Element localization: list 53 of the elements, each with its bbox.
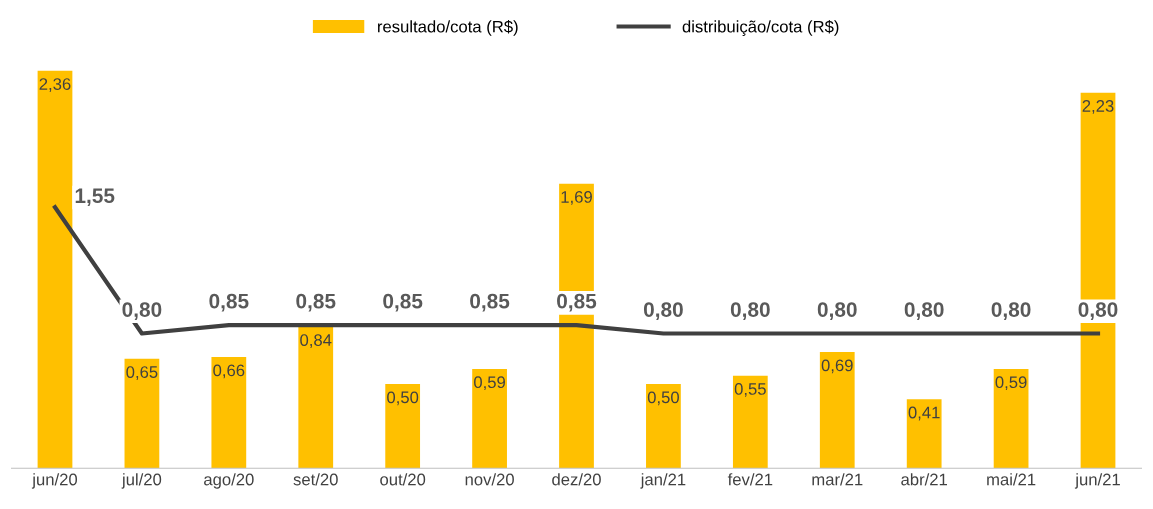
x-tick-label: dez/20 bbox=[552, 473, 601, 486]
x-tick-label: ago/20 bbox=[204, 473, 254, 489]
data-label: 0,50 bbox=[387, 391, 419, 406]
data-label: 0,80 bbox=[991, 302, 1031, 320]
x-tick-label: fev/21 bbox=[727, 473, 773, 486]
x-tick-label: jan/21 bbox=[640, 473, 686, 489]
bar bbox=[646, 384, 681, 469]
data-label: 1,55 bbox=[75, 188, 115, 207]
data-label: 1,69 bbox=[561, 191, 592, 205]
x-tick-label: jun/20 bbox=[31, 473, 78, 489]
data-label: 0,85 bbox=[557, 293, 597, 312]
x-tick-label: jul/20 bbox=[121, 473, 162, 489]
data-label: 0,41 bbox=[908, 406, 940, 421]
bar bbox=[124, 358, 160, 469]
legend-label: resultado/cota (R$) bbox=[378, 20, 518, 36]
bar bbox=[298, 326, 334, 469]
data-label: 0,84 bbox=[300, 334, 332, 348]
bar bbox=[1080, 92, 1116, 469]
bar bbox=[385, 384, 421, 469]
x-tick-label: out/20 bbox=[380, 473, 426, 486]
x-tick-label: mar/21 bbox=[812, 473, 863, 486]
data-label: 0,80 bbox=[1078, 302, 1118, 320]
legend-label: distribuição/cota (R$) bbox=[682, 20, 839, 36]
data-label: 0,55 bbox=[734, 383, 766, 397]
data-label: 0,80 bbox=[730, 302, 770, 320]
data-label: 0,50 bbox=[647, 391, 679, 406]
bar bbox=[819, 352, 855, 469]
data-label: 0,66 bbox=[213, 364, 245, 379]
bar bbox=[211, 357, 247, 469]
bar bbox=[732, 375, 768, 469]
data-label: 0,80 bbox=[122, 302, 162, 320]
data-label: 0,85 bbox=[470, 293, 510, 312]
bar bbox=[906, 399, 942, 469]
x-tick-label: mai/21 bbox=[987, 473, 1036, 486]
bar bbox=[993, 368, 1029, 469]
data-label: 0,80 bbox=[817, 302, 857, 320]
data-label: 2,36 bbox=[39, 78, 71, 92]
x-tick-label: jun/21 bbox=[1074, 473, 1120, 489]
data-label: 0,80 bbox=[904, 302, 944, 320]
data-label: 0,69 bbox=[821, 359, 853, 374]
data-label: 2,23 bbox=[1082, 100, 1114, 114]
data-label: 0,85 bbox=[209, 293, 249, 312]
x-tick-label: abr/21 bbox=[901, 473, 947, 486]
x-tick-label: set/20 bbox=[293, 473, 338, 486]
data-label: 0,59 bbox=[995, 376, 1027, 391]
x-tick-label: nov/20 bbox=[465, 473, 514, 486]
data-label: 0,85 bbox=[296, 293, 336, 312]
bar bbox=[472, 368, 507, 469]
data-label: 0,65 bbox=[126, 366, 158, 380]
data-label: 0,85 bbox=[383, 293, 423, 312]
data-label: 0,80 bbox=[643, 302, 683, 320]
bar bbox=[37, 70, 73, 469]
data-label: 0,59 bbox=[474, 376, 506, 391]
